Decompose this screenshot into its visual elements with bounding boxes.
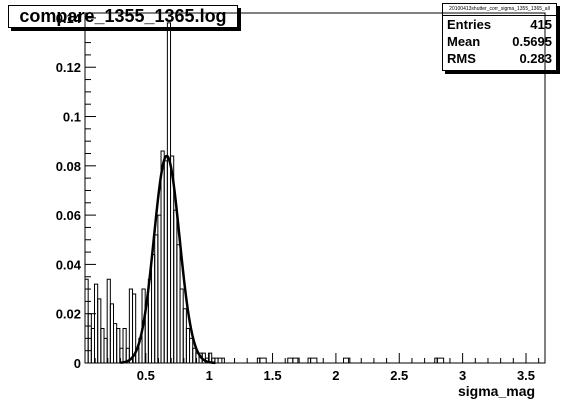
- y-tick-label: 0.08: [56, 159, 81, 174]
- stats-mean-value: 0.5695: [512, 34, 552, 49]
- histogram-bin: [436, 357, 445, 363]
- histogram-bin: [287, 357, 294, 363]
- stats-box: 20100413shutter_corr_sigma_1355_1365_all…: [442, 3, 557, 71]
- histogram-bin: [310, 357, 318, 363]
- y-tick-label: 0.12: [56, 60, 81, 75]
- histogram-bin: [259, 357, 267, 363]
- histogram-bin: [217, 357, 225, 363]
- histogram-bin: [292, 357, 300, 363]
- histogram-bin: [116, 327, 121, 363]
- stats-name: 20100413shutter_corr_sigma_1355_1365_all: [443, 4, 556, 16]
- gaussian-fit-curve: [120, 154, 216, 365]
- histogram-bin: [122, 327, 127, 363]
- x-tick-label: 3: [459, 368, 466, 383]
- x-tick-label: 1.5: [264, 368, 282, 383]
- y-tick-label: 0.04: [56, 257, 82, 272]
- histogram-title: compare_1355_1365.log: [8, 5, 238, 28]
- x-tick-label: 0.5: [137, 368, 155, 383]
- x-tick-label: 1: [206, 368, 213, 383]
- stats-entries-value: 415: [530, 17, 552, 32]
- x-tick-label: 2: [332, 368, 339, 383]
- plot-frame: [84, 12, 546, 364]
- histogram-bin: [132, 293, 137, 363]
- y-tick-label: 0.1: [63, 110, 81, 125]
- stats-row-mean: Mean 0.5695: [443, 33, 556, 50]
- stats-row-entries: Entries 415: [443, 16, 556, 33]
- y-tick-label: 0.14: [56, 11, 82, 26]
- histogram-bin: [343, 357, 351, 363]
- y-tick-label: 0.02: [56, 307, 81, 322]
- stats-rms-value: 0.283: [519, 51, 552, 66]
- stats-entries-label: Entries: [447, 17, 492, 32]
- stats-row-rms: RMS 0.283: [443, 50, 556, 67]
- stats-mean-label: Mean: [447, 34, 481, 49]
- x-tick-label: 2.5: [390, 368, 408, 383]
- stats-rms-label: RMS: [447, 51, 476, 66]
- x-tick-label: 3.5: [517, 368, 535, 383]
- x-axis-label: sigma_mag: [458, 383, 536, 399]
- y-tick-label: 0.06: [56, 208, 81, 223]
- y-tick-label: 0: [74, 356, 81, 371]
